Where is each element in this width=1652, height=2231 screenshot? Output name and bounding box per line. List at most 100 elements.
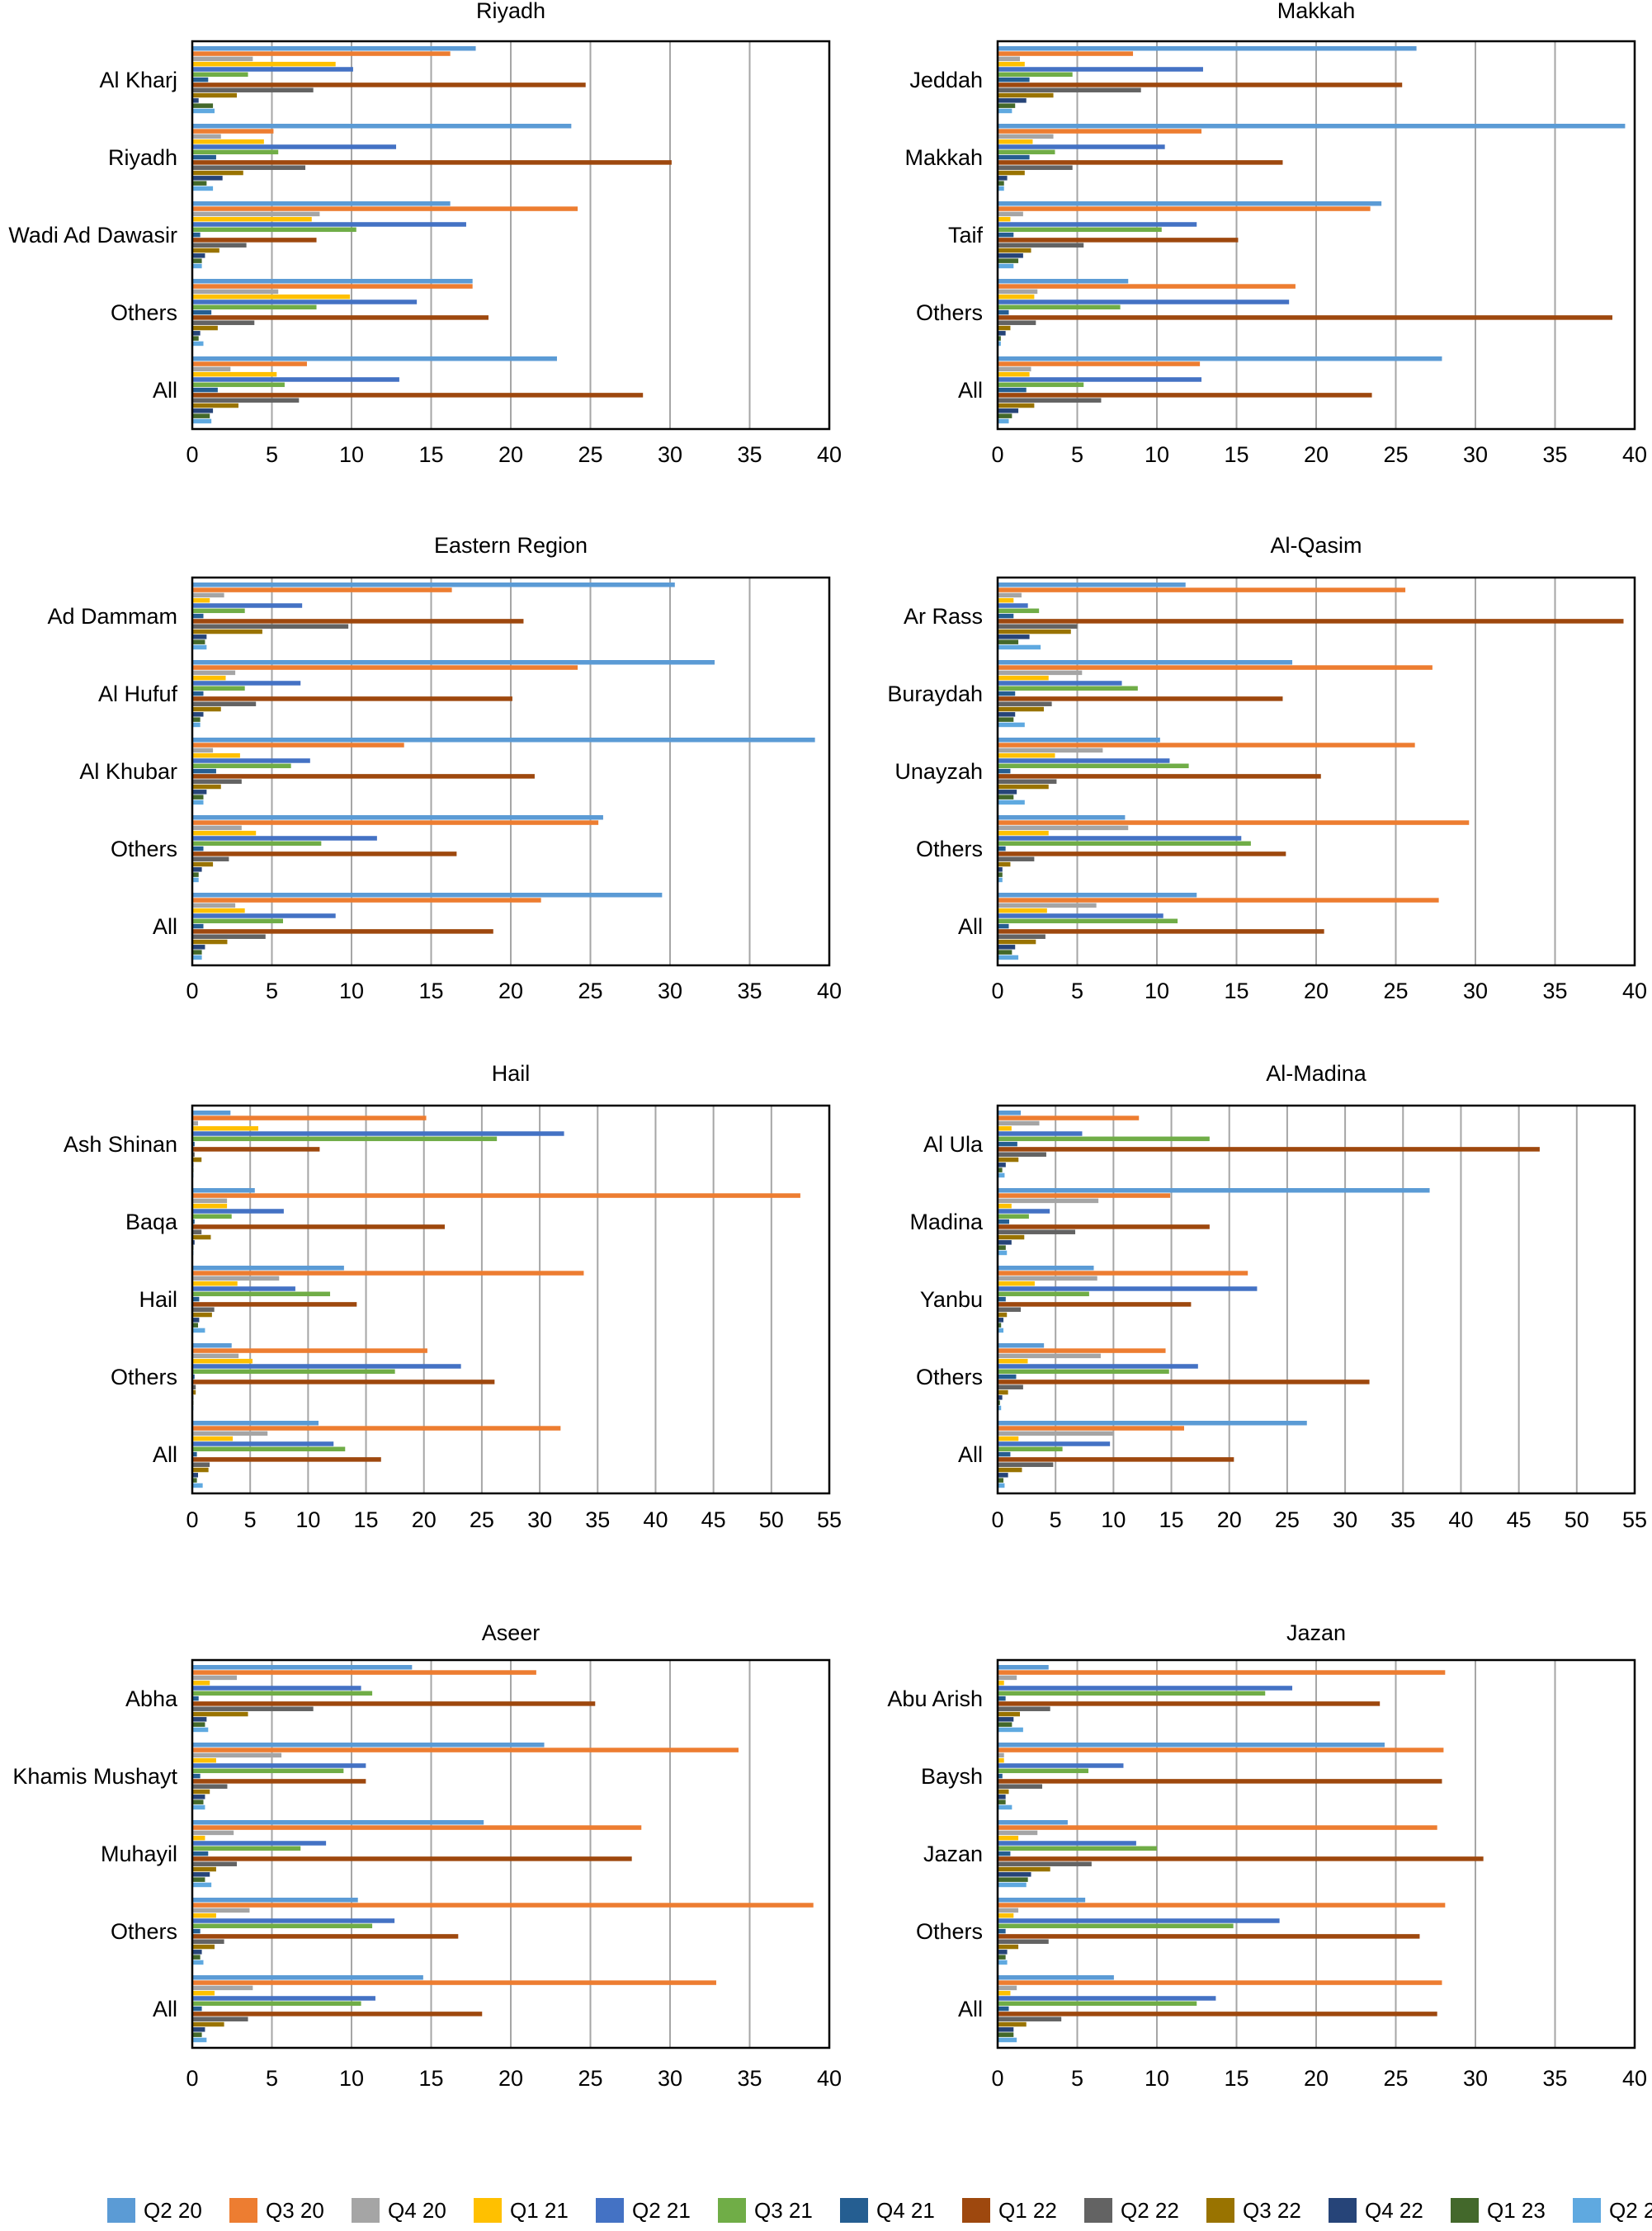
- bar: [998, 1431, 1114, 1436]
- bar: [998, 154, 1030, 160]
- bar: [192, 1281, 238, 1286]
- tick-label: 35: [585, 1507, 610, 1532]
- chart-panel: Al Kharj Riyadh Wadi Ad Dawasir Others All 0 5…: [8, 0, 842, 467]
- tick-label: 10: [1145, 2066, 1169, 2091]
- bar: [998, 950, 1012, 955]
- tick-label: 15: [354, 1507, 379, 1532]
- bar: [192, 893, 663, 898]
- bar: [192, 768, 216, 774]
- bar: [192, 830, 257, 836]
- bar: [192, 825, 242, 831]
- bar: [998, 1441, 1111, 1446]
- tick-label: 20: [1217, 1507, 1242, 1532]
- category-label: Al Ula: [923, 1132, 984, 1157]
- legend-label: Q4 22: [1365, 2198, 1423, 2223]
- legend-swatch: [596, 2198, 624, 2223]
- bar: [998, 603, 1028, 608]
- bar: [192, 87, 314, 92]
- bar: [192, 1675, 238, 1681]
- bar: [192, 294, 351, 300]
- bar: [192, 675, 226, 681]
- bar: [192, 1483, 203, 1488]
- bar: [192, 222, 466, 227]
- bar: [998, 129, 1202, 134]
- bar: [998, 139, 1033, 144]
- bar: [192, 2027, 205, 2032]
- bar: [998, 1400, 1000, 1405]
- bar: [192, 639, 205, 644]
- bar: [192, 592, 224, 598]
- bar: [998, 955, 1019, 960]
- category-label: Ad Dammam: [47, 604, 177, 629]
- bar: [192, 238, 317, 243]
- bar: [192, 1111, 231, 1116]
- category-label: All: [153, 1442, 177, 1467]
- bar: [192, 799, 204, 805]
- bar: [998, 387, 1027, 393]
- bar: [192, 134, 221, 139]
- bar: [192, 1328, 205, 1333]
- bar: [998, 1229, 1076, 1234]
- bar: [998, 779, 1057, 784]
- category-label: Riyadh: [108, 145, 177, 170]
- bar: [998, 1421, 1307, 1426]
- bar: [192, 660, 715, 665]
- category-label: All: [958, 914, 983, 939]
- bar: [998, 1722, 1012, 1727]
- bar: [998, 696, 1283, 701]
- bar: [998, 1851, 1011, 1856]
- bar: [192, 1203, 228, 1209]
- bar: [998, 1172, 1005, 1178]
- legend-swatch: [352, 2198, 380, 2223]
- bar: [998, 1835, 1019, 1841]
- category-label: Hail: [139, 1287, 177, 1312]
- bar: [998, 1711, 1021, 1717]
- bar: [998, 752, 1055, 758]
- bar: [998, 160, 1283, 165]
- bar: [192, 315, 489, 320]
- bar: [192, 103, 214, 108]
- bar: [998, 1686, 1293, 1691]
- tick-label: 10: [1145, 979, 1169, 1003]
- bar: [998, 1752, 1004, 1758]
- bar: [192, 341, 204, 347]
- bar: [998, 2012, 1437, 2016]
- tick-label: 50: [759, 1507, 784, 1532]
- tick-label: 40: [1622, 442, 1647, 467]
- bar: [998, 222, 1197, 227]
- bar: [998, 227, 1162, 233]
- tick-label: 25: [578, 442, 602, 467]
- bar: [998, 170, 1025, 176]
- bar: [192, 722, 201, 728]
- bar: [998, 1395, 1003, 1400]
- bar: [998, 836, 1242, 841]
- category-label: Al Khubar: [79, 759, 177, 784]
- bar: [998, 331, 1006, 336]
- bar: [998, 867, 1003, 872]
- category-label: Baysh: [921, 1764, 983, 1789]
- bar: [192, 1358, 253, 1364]
- bar: [998, 1779, 1442, 1784]
- bar: [998, 1665, 1049, 1670]
- tick-label: 20: [1304, 979, 1329, 1003]
- bar: [192, 1980, 716, 1985]
- legend-label: Q2 21: [632, 2198, 691, 2223]
- chart-title: Al-Madina: [1266, 1061, 1367, 1086]
- bar: [192, 289, 279, 295]
- bar: [192, 253, 205, 258]
- bar: [998, 1996, 1216, 2001]
- tick-label: 25: [578, 2066, 602, 2091]
- bar: [998, 608, 1040, 614]
- bar: [192, 1343, 232, 1348]
- bar: [998, 665, 1433, 670]
- bar: [998, 77, 1030, 83]
- bar: [998, 413, 1012, 418]
- bar: [192, 743, 404, 748]
- bar: [192, 634, 207, 639]
- chart-title: Eastern Region: [434, 533, 588, 558]
- bar: [192, 1861, 238, 1866]
- legend-swatch: [1451, 2198, 1479, 2223]
- bar: [998, 2006, 1009, 2012]
- bar: [192, 304, 317, 310]
- bar: [192, 1768, 344, 1774]
